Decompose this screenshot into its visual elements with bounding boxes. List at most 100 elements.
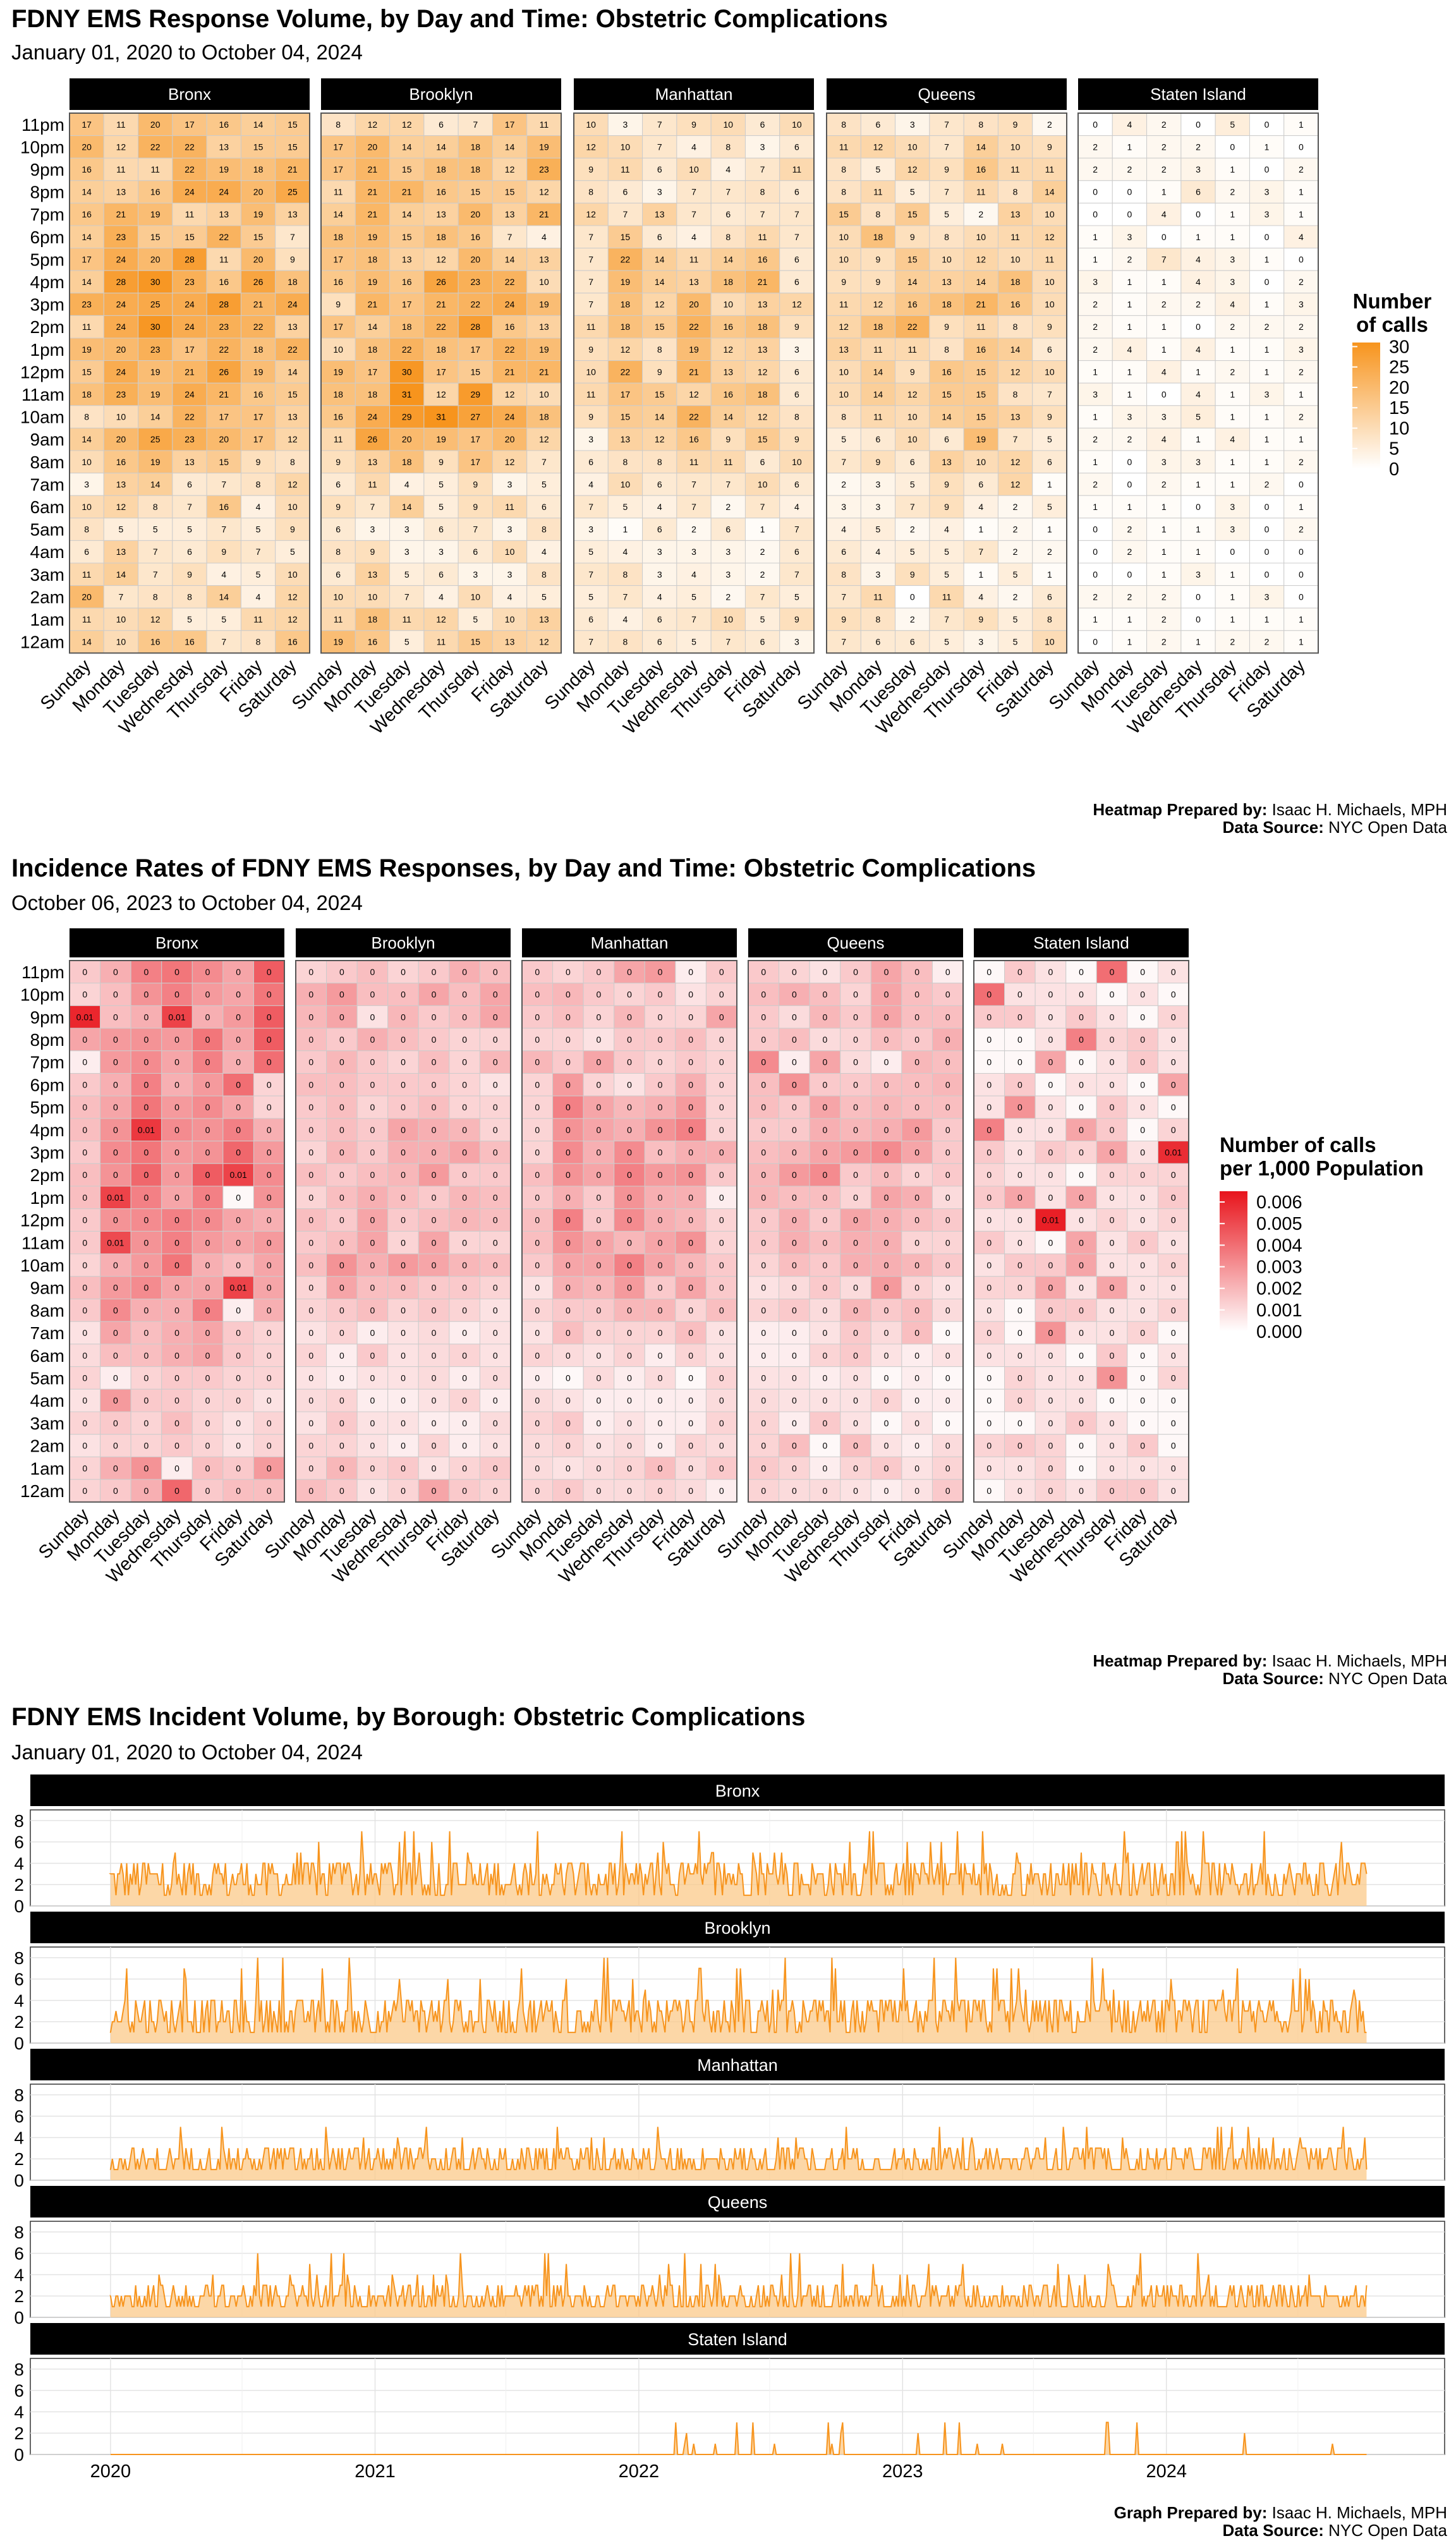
heat-cell (387, 1095, 419, 1119)
heat-cell (676, 607, 712, 631)
cell-label: 15 (907, 254, 918, 264)
heat-cell (705, 1388, 737, 1412)
cell-label: 7 (691, 479, 696, 489)
cell-label: 13 (288, 209, 298, 219)
cell-label: 0 (1048, 1170, 1053, 1180)
cell-label: 0 (432, 1328, 437, 1338)
panel-border (826, 112, 1067, 654)
heat-cell (901, 1163, 933, 1187)
heat-cell (607, 630, 643, 653)
cell-label: 5 (876, 164, 881, 174)
cell-label: 0 (658, 1328, 663, 1338)
cell-label: 24 (116, 322, 126, 332)
cell-label: 6 (657, 525, 662, 535)
cell-label: 7 (588, 300, 593, 310)
cell-label: 0 (1093, 547, 1098, 557)
cell-label: 0 (236, 1305, 241, 1315)
cell-label: 6 (473, 547, 478, 557)
panel-border (521, 960, 737, 1503)
cell-label: 0 (658, 1057, 663, 1067)
cell-label: 0 (113, 1147, 118, 1157)
cell-label: 7 (588, 277, 593, 287)
cell-label: 0 (1079, 1395, 1084, 1405)
cell-label: 0 (113, 1395, 118, 1405)
heat-cell (389, 562, 425, 586)
cell-label: 2 (1127, 254, 1132, 264)
cell-label: 0 (792, 1463, 797, 1473)
cell-label: 0 (986, 1237, 992, 1247)
cell-label: 1 (1127, 367, 1132, 377)
cell-label: 15 (621, 232, 631, 242)
cell-label: 16 (219, 119, 229, 130)
heat-cell (449, 983, 480, 1006)
heat-cell (929, 540, 964, 564)
cell-label: 0 (823, 1441, 828, 1451)
cell-label: 0 (493, 1328, 498, 1338)
cell-label: 0 (719, 990, 724, 1000)
heat-cell (1215, 427, 1250, 451)
cell-label: 4 (588, 479, 593, 489)
heat-cell (521, 1299, 554, 1322)
cell-label: 0 (1048, 1373, 1053, 1383)
heat-cell (326, 1299, 358, 1322)
heat-cell (1146, 293, 1182, 316)
cell-label: 0 (945, 1283, 950, 1293)
cell-label: 18 (1010, 277, 1021, 287)
cell-label: 1 (1265, 254, 1270, 264)
cell-label: 0 (1110, 1328, 1115, 1338)
cell-label: 6 (1196, 187, 1201, 197)
cell-label: 0 (627, 1170, 632, 1180)
heat-cell (295, 983, 327, 1006)
cell-label: 22 (505, 344, 515, 355)
cell-label: 0 (370, 1373, 375, 1383)
heat-cell (295, 1073, 327, 1096)
cell-label: 0 (823, 1328, 828, 1338)
cell-label: 0 (339, 1192, 344, 1203)
cell-label: 0 (823, 1170, 828, 1180)
cell-label: 0 (205, 1237, 210, 1247)
cell-label: 6 (760, 457, 765, 467)
cell-label: 15 (82, 367, 92, 377)
heat-cell (1215, 360, 1250, 384)
heat-cell (69, 382, 104, 406)
heat-cell (1215, 450, 1250, 474)
cell-label: 0 (144, 1350, 149, 1361)
heat-cell (607, 450, 643, 474)
cell-label: 0 (1140, 1012, 1145, 1022)
heat-cell (479, 1366, 511, 1390)
heat-cell (161, 1276, 193, 1299)
cell-label: 5 (473, 614, 478, 624)
cell-label: 12 (655, 300, 665, 310)
cell-label: 0 (945, 1328, 950, 1338)
heat-cell (929, 248, 964, 271)
timeseries-title: FDNY EMS Incident Volume, by Borough: Ob… (11, 1703, 806, 1731)
heat-cell (1004, 1028, 1036, 1052)
cell-label: 5 (910, 187, 915, 197)
cell-label: 11 (873, 592, 883, 602)
cell-label: 26 (436, 277, 446, 287)
cell-label: 24 (368, 412, 378, 422)
cell-label: 0 (1299, 547, 1304, 557)
cell-label: 16 (723, 389, 733, 399)
heat-cell (1032, 427, 1067, 451)
facet-label: Queens (708, 2193, 768, 2212)
cell-label: 0 (535, 1441, 540, 1451)
cell-label: 0 (205, 1147, 210, 1157)
cell-label: 0 (401, 1215, 406, 1225)
heat-cell (744, 382, 780, 406)
heat-cell (355, 562, 391, 586)
cell-label: 3 (404, 547, 410, 557)
cell-label: 9 (944, 322, 949, 332)
cell-label: 0 (1048, 1486, 1053, 1496)
cell-label: 0 (1079, 967, 1084, 977)
legend-colorbar (1220, 1191, 1247, 1332)
cell-label: 16 (1010, 300, 1021, 310)
heat-cell (1127, 1073, 1158, 1096)
series-area-brooklyn (110, 1957, 1367, 2043)
cell-label: 14 (82, 434, 92, 444)
cell-label: 9 (691, 119, 696, 130)
cell-label: 2 (1013, 592, 1018, 602)
cell-label: 13 (505, 637, 515, 647)
cell-label: 17 (333, 322, 343, 332)
